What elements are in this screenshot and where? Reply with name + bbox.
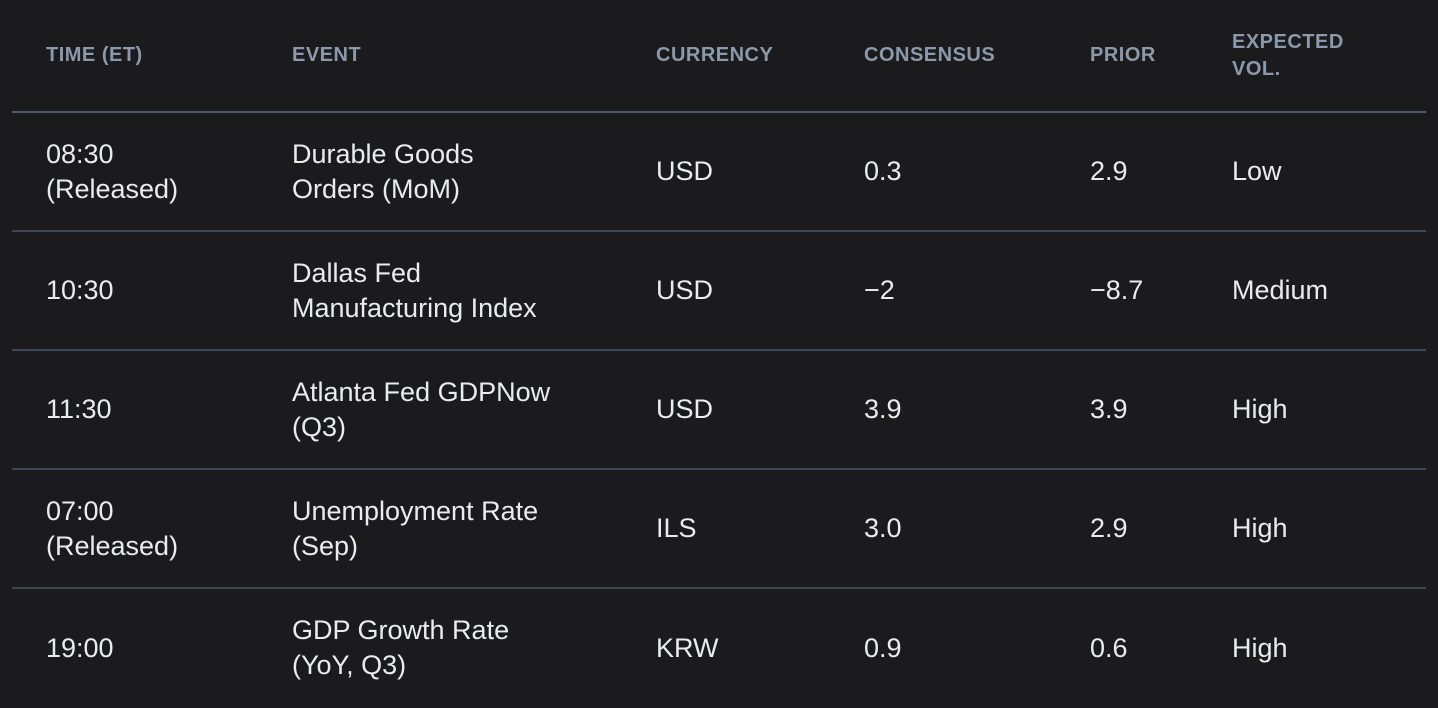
cell-time: 08:30 (Released) — [12, 112, 292, 232]
cell-consensus: 0.9 — [864, 632, 902, 663]
cell-currency: KRW — [656, 632, 719, 663]
column-header-consensus: CONSENSUS — [864, 0, 1090, 113]
column-header-time: TIME (ET) — [12, 0, 292, 113]
table-body: 08:30 (Released) Durable Goods Orders (M… — [12, 112, 1426, 707]
table-row: 19:00 GDP Growth Rate (YoY, Q3) KRW 0.9 … — [12, 588, 1426, 707]
table-row: 10:30 Dallas Fed Manufacturing Index USD… — [12, 231, 1426, 351]
cell-prior: 0.6 — [1090, 632, 1128, 663]
cell-event: Durable Goods Orders (MoM) — [292, 112, 656, 232]
cell-time: 07:00 (Released) — [12, 469, 292, 589]
cell-expected-vol: Medium — [1232, 231, 1426, 351]
cell-consensus: 3.9 — [864, 350, 1090, 470]
cell-event: Unemployment Rate (Sep) — [292, 469, 656, 589]
cell-currency: ILS — [656, 469, 864, 589]
cell-event: GDP Growth Rate (YoY, Q3) — [292, 615, 510, 680]
column-header-currency: CURRENCY — [656, 0, 864, 113]
table-header: TIME (ET) EVENT CURRENCY CONSENSUS PRIOR… — [12, 0, 1426, 113]
cell-prior: 2.9 — [1090, 112, 1232, 232]
cell-time: 11:30 — [12, 350, 292, 470]
cell-event: Dallas Fed Manufacturing Index — [292, 231, 656, 351]
cell-currency: USD — [656, 350, 864, 470]
table-row: 11:30 Atlanta Fed GDPNow (Q3) USD 3.9 3.… — [12, 350, 1426, 470]
table-row: 07:00 (Released) Unemployment Rate (Sep)… — [12, 469, 1426, 589]
cell-expected-vol: High — [1232, 350, 1426, 470]
cell-consensus: 3.0 — [864, 469, 1090, 589]
cell-expected-vol: High — [1232, 469, 1426, 589]
cell-event: Atlanta Fed GDPNow (Q3) — [292, 350, 656, 470]
header-row: TIME (ET) EVENT CURRENCY CONSENSUS PRIOR… — [12, 0, 1426, 113]
economic-calendar-table: TIME (ET) EVENT CURRENCY CONSENSUS PRIOR… — [12, 0, 1426, 707]
cell-consensus: 0.3 — [864, 112, 1090, 232]
column-header-prior: PRIOR — [1090, 0, 1232, 113]
table-row: 08:30 (Released) Durable Goods Orders (M… — [12, 112, 1426, 232]
cell-expected-vol: High — [1232, 632, 1288, 663]
cell-currency: USD — [656, 112, 864, 232]
cell-prior: 2.9 — [1090, 469, 1232, 589]
cell-time: 19:00 — [46, 632, 114, 663]
cell-expected-vol: Low — [1232, 112, 1426, 232]
cell-prior: 3.9 — [1090, 350, 1232, 470]
column-header-expected-vol: EXPECTED VOL. — [1232, 0, 1426, 113]
column-header-event: EVENT — [292, 0, 656, 113]
cell-currency: USD — [656, 231, 864, 351]
cell-time: 10:30 — [12, 231, 292, 351]
cell-prior: −8.7 — [1090, 231, 1232, 351]
cell-consensus: −2 — [864, 231, 1090, 351]
